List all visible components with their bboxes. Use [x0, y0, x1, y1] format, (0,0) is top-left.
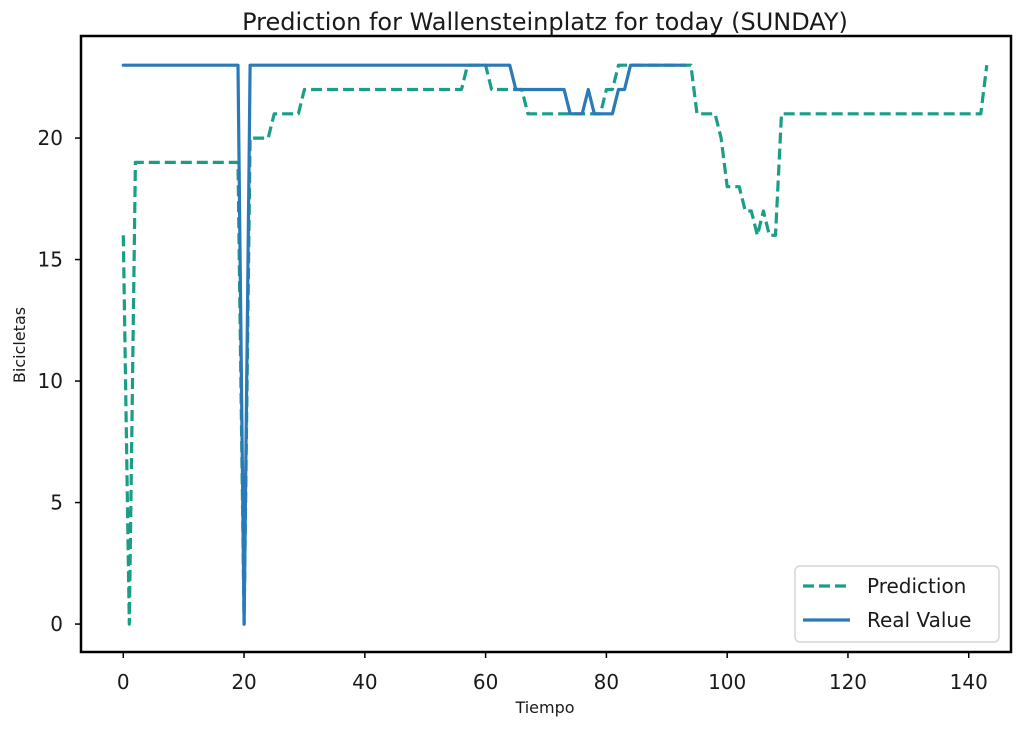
legend-label: Prediction — [867, 574, 966, 598]
chart-title: Prediction for Wallensteinplatz for toda… — [242, 8, 848, 36]
plot-area — [121, 63, 989, 626]
x-tick-label: 120 — [829, 670, 867, 694]
x-tick-label: 100 — [708, 670, 746, 694]
x-tick-label: 0 — [117, 670, 130, 694]
axes: 0 20 40 60 80 100 120 140 0 5 10 15 20 — [38, 34, 1013, 694]
y-tick-label: 5 — [50, 491, 63, 515]
series-line-real-value — [121, 63, 687, 626]
x-tick-label: 140 — [950, 670, 988, 694]
plot-frame — [79, 34, 1013, 654]
legend-label: Real Value — [867, 608, 971, 632]
x-axis-label: Tiempo — [514, 698, 574, 717]
x-tick-label: 80 — [594, 670, 619, 694]
x-tick-label: 20 — [231, 670, 256, 694]
legend: Prediction Real Value — [794, 565, 1000, 643]
y-tick-label: 15 — [38, 248, 63, 272]
x-tick-label: 40 — [352, 670, 377, 694]
series-line-prediction — [121, 63, 989, 626]
y-tick-label: 0 — [50, 612, 63, 636]
y-tick-label: 10 — [38, 369, 63, 393]
y-axis-label: Bicicletas — [10, 307, 29, 383]
x-tick-label: 60 — [473, 670, 498, 694]
y-tick-label: 20 — [38, 126, 63, 150]
